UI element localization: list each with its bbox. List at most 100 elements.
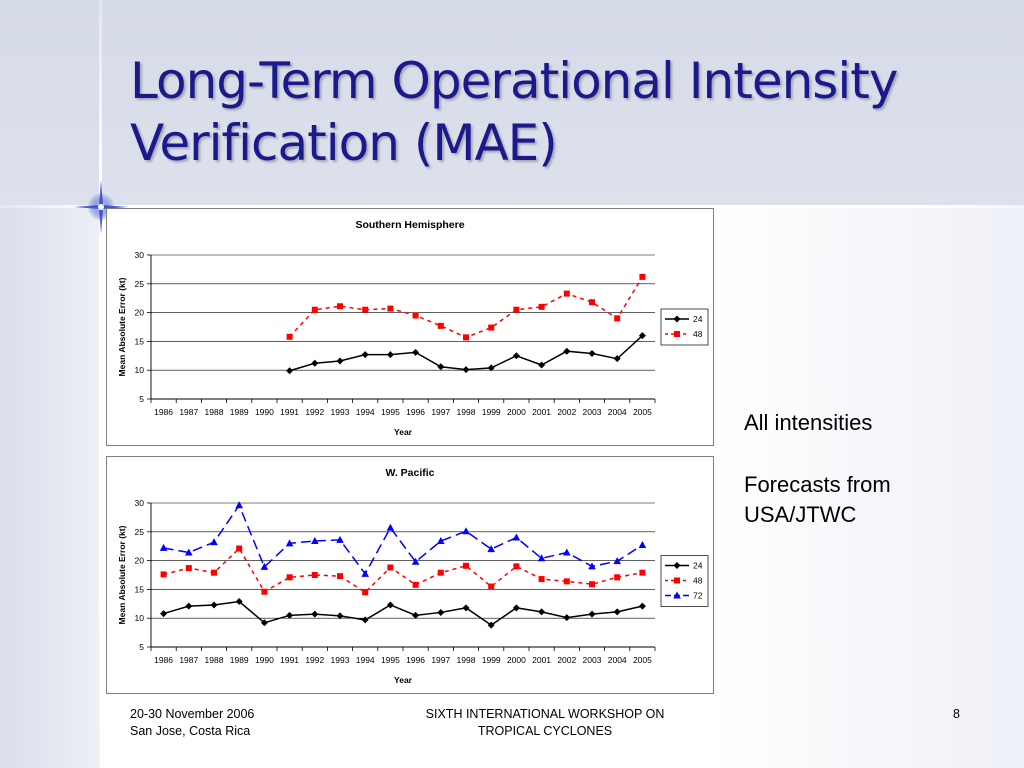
data-point-24 [185, 602, 193, 610]
legend-label-48: 48 [693, 576, 703, 586]
data-point-24 [588, 610, 596, 618]
data-point-72 [285, 539, 294, 547]
x-tick-label: 1990 [255, 407, 274, 417]
data-point-24 [563, 614, 571, 622]
data-point-24 [638, 332, 646, 340]
x-tick-label: 1999 [482, 407, 501, 417]
legend-label-24: 24 [693, 314, 703, 324]
data-point-72 [613, 557, 621, 565]
data-point-72 [462, 527, 470, 535]
x-tick-label: 1991 [280, 407, 299, 417]
data-point-24 [638, 602, 646, 610]
data-point-72 [537, 554, 546, 562]
data-point-72 [336, 535, 344, 543]
data-point-48 [412, 312, 419, 319]
west-pacific-chart: W. Pacific 5 10 15 20 25 30 1986 1987 1988 1989 199… [106, 456, 714, 694]
slide-title-line-1: Long-Term Operational Intensity [130, 52, 898, 110]
x-tick-label: 2002 [557, 655, 576, 665]
chart-title: Southern Hemisphere [355, 219, 464, 231]
data-point-48 [337, 573, 343, 580]
data-point-24 [386, 351, 394, 359]
data-point-72 [260, 562, 269, 570]
data-point-24 [462, 604, 470, 612]
data-point-72 [588, 562, 596, 570]
footer-date-location: 20-30 November 2006 San Jose, Costa Rica [130, 706, 254, 740]
slide-title-line-2: Verification (MAE) [130, 114, 558, 172]
series-line-24 [163, 600, 643, 627]
data-point-24 [538, 608, 546, 616]
x-tick-label: 1988 [205, 655, 224, 665]
data-point-24 [613, 355, 621, 363]
data-point-48 [362, 589, 369, 596]
y-tick-label: 10 [135, 613, 145, 623]
data-point-72 [512, 533, 521, 541]
x-tick-label: 1993 [331, 655, 350, 665]
data-point-24 [386, 601, 394, 609]
x-tick-label: 1994 [356, 655, 375, 665]
data-point-48 [337, 303, 343, 310]
side-note-forecasts: Forecasts from USA/JTWC [744, 470, 1004, 530]
data-point-72 [563, 548, 571, 556]
y-axis-label: Mean Absolute Error (kt) [117, 525, 127, 624]
x-tick-label: 1986 [154, 655, 173, 665]
legend-marker-72 [673, 591, 681, 599]
data-point-48 [639, 273, 646, 280]
data-point-24 [311, 610, 319, 618]
data-point-24 [260, 619, 268, 627]
data-point-48 [614, 315, 621, 322]
x-tick-label: 2001 [532, 407, 551, 417]
x-tick-label: 1996 [406, 655, 425, 665]
x-tick-label: 2002 [557, 407, 576, 417]
legend-marker-24 [673, 315, 681, 323]
series-line-48 [163, 547, 643, 594]
data-point-48 [488, 324, 495, 331]
page-number: 8 [953, 707, 960, 721]
data-point-48 [412, 581, 419, 588]
data-point-72 [159, 543, 168, 551]
left-band [0, 207, 100, 768]
x-tick-label: 1989 [230, 655, 249, 665]
y-tick-label: 5 [139, 394, 144, 404]
data-point-72 [437, 537, 445, 545]
data-point-24 [462, 366, 470, 374]
x-tick-label: 2003 [583, 407, 602, 417]
data-point-72 [638, 541, 647, 549]
data-point-48 [286, 333, 293, 340]
data-point-72 [235, 501, 243, 509]
data-point-24 [487, 621, 495, 629]
x-tick-label: 2005 [633, 407, 652, 417]
x-tick-label: 1991 [280, 655, 299, 665]
data-point-48 [185, 565, 192, 572]
data-point-24 [487, 364, 495, 372]
data-point-72 [311, 537, 319, 545]
data-point-48 [437, 569, 444, 576]
y-axis-label: Mean Absolute Error (kt) [117, 277, 127, 376]
y-tick-label: 25 [135, 279, 145, 289]
y-tick-label: 25 [135, 527, 145, 537]
data-point-24 [210, 601, 218, 609]
y-tick-label: 15 [135, 336, 145, 346]
x-tick-label: 1987 [179, 655, 198, 665]
x-tick-label: 1998 [457, 407, 476, 417]
x-tick-label: 1986 [154, 407, 173, 417]
data-point-24 [160, 610, 168, 618]
data-point-48 [311, 306, 318, 313]
data-point-48 [236, 545, 243, 552]
data-point-24 [361, 616, 369, 624]
data-point-24 [437, 608, 445, 616]
series-72 [159, 501, 647, 577]
side-note-forecasts-line-2: USA/JTWC [744, 502, 857, 527]
data-point-48 [589, 581, 595, 588]
data-point-48 [488, 583, 495, 590]
x-axis-label: Year [394, 675, 413, 685]
legend-label-72: 72 [693, 591, 703, 601]
x-tick-label: 1987 [179, 407, 198, 417]
southern-hemisphere-chart: Southern Hemisphere 5 10 15 20 25 30 1986 1987 19… [106, 208, 714, 446]
slide-title: Long-Term Operational Intensity Verifica… [130, 50, 1000, 174]
data-point-24 [512, 604, 520, 612]
data-point-24 [286, 611, 294, 619]
chart-title: W. Pacific [385, 467, 434, 479]
title-band [0, 0, 1024, 207]
data-point-48 [261, 588, 268, 595]
data-point-24 [512, 352, 520, 360]
